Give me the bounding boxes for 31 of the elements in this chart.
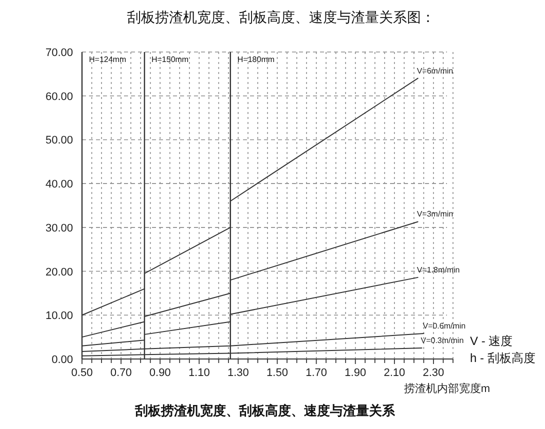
x-tick-label: 2.10 — [384, 367, 406, 379]
y-tick-label: 30.00 — [45, 222, 73, 234]
x-tick-label: 0.70 — [110, 367, 132, 379]
series-label: V=3m/min — [416, 210, 454, 219]
x-axis-title: 捞渣机内部宽度m — [404, 382, 490, 395]
series-label: V=0.6m/min — [422, 322, 466, 331]
y-tick-label: 40.00 — [45, 178, 73, 191]
x-tick-label: 0.90 — [149, 367, 171, 379]
annotation: H=180mm — [237, 55, 275, 64]
text: h - 刮板高度 — [470, 351, 536, 365]
y-tick-label: 10.00 — [45, 310, 73, 322]
x-tick-label: 2.30 — [422, 367, 444, 379]
y-tick-label: 60.00 — [45, 90, 73, 103]
series-label: V=6m/min — [416, 66, 454, 76]
chart-title: 刮板捞渣机宽度、刮板高度、速度与渣量关系图： — [127, 9, 435, 25]
x-tick-label: 1.10 — [188, 367, 210, 379]
annotation: H=124mm — [89, 55, 126, 64]
series-label: V=1.8m/min — [416, 265, 460, 274]
series-label: V=0.3m/min — [420, 336, 464, 346]
y-tick-label: 0.00 — [52, 354, 73, 366]
y-tick-label: 70.00 — [45, 47, 73, 59]
y-tick-label: 20.00 — [45, 266, 73, 278]
x-tick-label: 1.30 — [228, 367, 249, 379]
y-tick-label: 50.00 — [45, 134, 73, 147]
x-tick-label: 1.50 — [266, 367, 288, 379]
x-tick-label: 1.90 — [344, 367, 366, 379]
x-tick-label: 1.70 — [306, 367, 328, 379]
annotation: H=150mm — [151, 55, 189, 64]
text: 刮板捞渣机宽度、刮板高度、速度与渣量关系 — [134, 403, 396, 418]
text: V - 速度 — [470, 334, 513, 348]
x-tick-label: 0.50 — [71, 367, 93, 379]
